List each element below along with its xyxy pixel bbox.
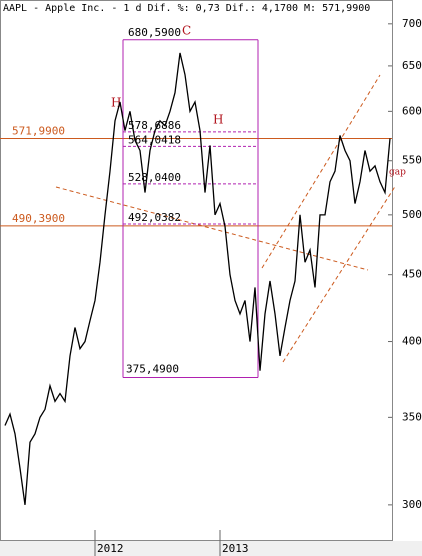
fib-bottom-label: 375,4900 bbox=[126, 362, 179, 375]
y-tick-label: 650 bbox=[402, 59, 422, 72]
y-tick-label: 450 bbox=[402, 268, 422, 281]
y-tick-label: 400 bbox=[402, 335, 422, 348]
x-tick-label: 2012 bbox=[97, 542, 124, 555]
chart-title: AAPL - Apple Inc. - 1 d Dif. %: 0,73 Dif… bbox=[3, 3, 370, 14]
y-tick-label: 550 bbox=[402, 154, 422, 167]
h-line-label: 490,3900 bbox=[12, 212, 65, 225]
y-tick-label: 500 bbox=[402, 208, 422, 221]
x-tick-label: 2013 bbox=[222, 542, 249, 555]
annotation: gap bbox=[389, 168, 406, 178]
y-tick-label: 700 bbox=[402, 17, 422, 30]
y-tick-label: 600 bbox=[402, 104, 422, 117]
annotation: H bbox=[111, 96, 121, 110]
fib-top-label: 680,5900 bbox=[128, 26, 181, 39]
y-tick-label: 350 bbox=[402, 410, 422, 423]
y-tick-label: 300 bbox=[402, 498, 422, 511]
x-axis-strip bbox=[0, 541, 422, 556]
fib-level-label: 578,6886 bbox=[128, 119, 181, 132]
annotation: H bbox=[213, 113, 223, 127]
plot-area bbox=[0, 0, 393, 541]
trend-line bbox=[55, 186, 369, 271]
fib-level-label: 564,0418 bbox=[128, 133, 181, 146]
fib-level-label: 528,0400 bbox=[128, 171, 181, 184]
fib-level-label: 492,0382 bbox=[128, 211, 181, 224]
channel-upper bbox=[261, 74, 381, 269]
annotation: C bbox=[182, 24, 191, 38]
price-line bbox=[4, 52, 391, 505]
h-line-label: 571,9900 bbox=[12, 124, 65, 137]
